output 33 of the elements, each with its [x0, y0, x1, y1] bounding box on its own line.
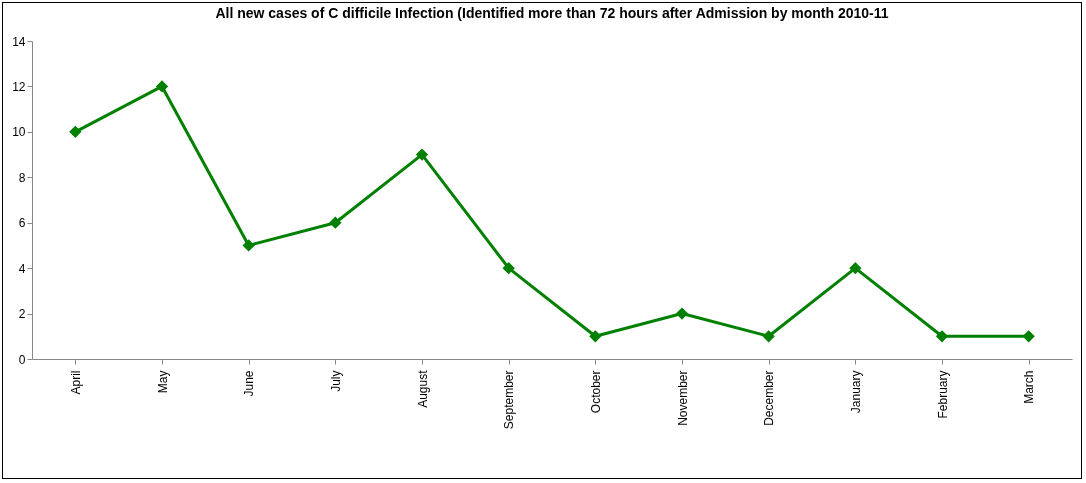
point — [242, 239, 255, 252]
x-tick-label: November — [675, 370, 690, 426]
x-tick-label: June — [242, 370, 257, 397]
point — [675, 307, 689, 320]
point — [762, 330, 775, 343]
y-tick-label: 8 — [18, 170, 26, 185]
x-tick-label: March — [1022, 370, 1037, 404]
y-tick-label: 0 — [18, 352, 26, 367]
y-tick-label: 12 — [12, 79, 26, 94]
y-tick-label: 2 — [18, 307, 26, 322]
x-tick-label: April — [68, 370, 83, 395]
point — [502, 262, 515, 275]
point — [589, 330, 602, 343]
y-tick-label: 10 — [12, 125, 26, 140]
point — [935, 330, 949, 343]
x-tick-label: August — [415, 369, 430, 408]
x-tick-label: February — [935, 370, 950, 419]
point — [329, 216, 342, 229]
x-tick-label: May — [155, 370, 170, 394]
x-tick-label: January — [848, 370, 863, 414]
chart-title: All new cases of C difficile Infection (Identified more than 72 hours after Admission by month 2010-11 — [215, 5, 889, 21]
point — [415, 148, 429, 161]
point — [849, 262, 862, 275]
x-tick-label: December — [762, 370, 777, 426]
y-tick-label: 6 — [18, 216, 26, 231]
x-tick-label: September — [502, 370, 517, 430]
point — [69, 125, 82, 138]
point — [155, 80, 169, 93]
x-tick-label: October — [588, 370, 603, 414]
point — [1022, 330, 1035, 343]
y-tick-label: 14 — [12, 34, 26, 49]
y-tick-label: 4 — [18, 261, 26, 276]
x-tick-label: July — [328, 370, 343, 392]
